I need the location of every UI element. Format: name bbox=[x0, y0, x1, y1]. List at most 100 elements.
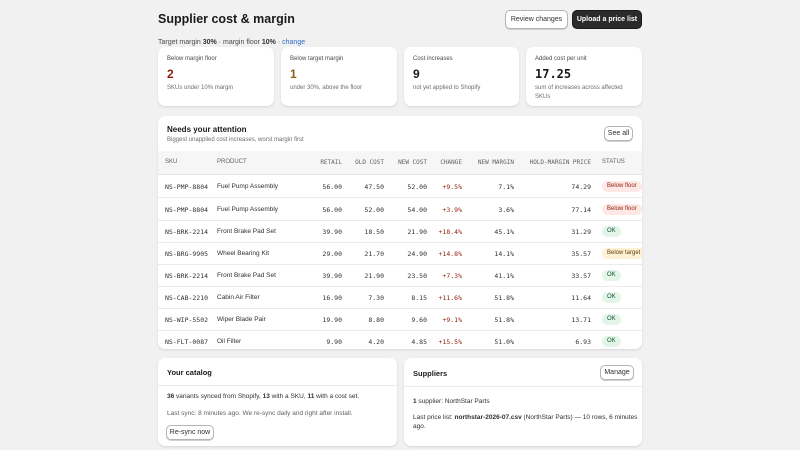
retail-cell: 56.00 bbox=[322, 206, 342, 214]
column-header-status: STATUS bbox=[602, 159, 625, 165]
table-header: SKU PRODUCT RETAIL OLD COST NEW COST CHA… bbox=[158, 151, 642, 175]
change-cell: +11.6% bbox=[438, 294, 462, 302]
stat-card-added-cost: Added cost per unit 17.25 sum of increas… bbox=[526, 47, 642, 106]
status-badge: OK bbox=[602, 226, 621, 237]
stat-note: sum of increases across affected SKUs bbox=[535, 85, 623, 100]
column-header-product: PRODUCT bbox=[217, 159, 247, 165]
retail-cell: 19.90 bbox=[322, 316, 342, 324]
retail-cell: 56.00 bbox=[322, 183, 342, 191]
stat-label: Added cost per unit bbox=[535, 56, 587, 62]
divider bbox=[158, 385, 397, 386]
see-all-button[interactable]: See all bbox=[604, 126, 633, 141]
stat-note: SKUs under 10% margin bbox=[167, 85, 234, 91]
catalog-title: Your catalog bbox=[167, 368, 212, 377]
hold-margin-price-cell: 6.93 bbox=[575, 338, 591, 346]
suppliers-title: Suppliers bbox=[413, 369, 448, 378]
review-changes-button[interactable]: Review changes bbox=[505, 10, 568, 29]
hold-margin-price-cell: 74.29 bbox=[571, 183, 591, 191]
product-cell: Front Brake Pad Set bbox=[217, 272, 276, 279]
table-row[interactable]: NS-BRK-2214 Front Brake Pad Set 39.90 18… bbox=[158, 221, 642, 243]
change-cell: +3.9% bbox=[442, 206, 462, 214]
change-margin-link[interactable]: change bbox=[282, 39, 306, 46]
new-margin-cell: 51.8% bbox=[494, 294, 514, 302]
column-header-retail: RETAIL bbox=[320, 159, 342, 166]
sku-cell: NS-FLT-0087 bbox=[165, 338, 209, 346]
stat-value: 2 bbox=[167, 67, 174, 81]
hold-margin-price-cell: 13.71 bbox=[571, 316, 591, 324]
table-row[interactable]: NS-FLT-0087 Oil Filter 9.90 4.20 4.85 +1… bbox=[158, 331, 642, 349]
old-cost-cell: 52.00 bbox=[364, 206, 384, 214]
stat-note: under 30%, above the floor bbox=[290, 85, 363, 91]
stat-card-below-target: Below target margin 1 under 30%, above t… bbox=[281, 47, 397, 106]
upload-price-list-button[interactable]: Upload a price list bbox=[572, 10, 642, 29]
stat-value: 1 bbox=[290, 67, 297, 81]
product-cell: Fuel Pump Assembly bbox=[217, 183, 279, 190]
status-badge: OK bbox=[602, 314, 621, 325]
stat-label: Below target margin bbox=[290, 56, 344, 62]
sku-cell: NS-PMP-8804 bbox=[165, 206, 209, 214]
new-cost-cell: 54.00 bbox=[407, 206, 427, 214]
margin-floor-value: 10% bbox=[261, 39, 276, 46]
sku-cell: NS-PMP-8804 bbox=[165, 183, 209, 191]
column-header-new-margin: NEW MARGIN bbox=[477, 159, 514, 166]
product-cell: Oil Filter bbox=[217, 338, 242, 345]
hold-margin-price-cell: 77.14 bbox=[571, 206, 591, 214]
new-margin-cell: 3.6% bbox=[498, 206, 514, 214]
target-margin-value: 30% bbox=[202, 39, 217, 46]
page-header: Supplier cost & margin Target margin 30%… bbox=[158, 10, 642, 46]
new-cost-cell: 52.00 bbox=[407, 183, 427, 191]
product-cell: Front Brake Pad Set bbox=[217, 228, 276, 235]
change-cell: +9.1% bbox=[442, 316, 462, 324]
stat-card-below-floor: Below margin floor 2 SKUs under 10% marg… bbox=[158, 47, 274, 106]
catalog-summary: 36 variants synced from Shopify, 13 with… bbox=[167, 393, 360, 400]
old-cost-cell: 21.90 bbox=[364, 272, 384, 280]
table-row[interactable]: NS-BRG-9905 Wheel Bearing Kit 29.00 21.7… bbox=[158, 243, 642, 265]
status-badge: OK bbox=[602, 292, 621, 303]
status-badge: OK bbox=[602, 336, 621, 347]
change-cell: +14.8% bbox=[438, 250, 462, 258]
change-cell: +18.4% bbox=[438, 228, 462, 236]
stat-label: Cost increases bbox=[413, 56, 453, 62]
new-margin-cell: 7.1% bbox=[498, 183, 514, 191]
table-row[interactable]: NS-WIP-5502 Wiper Blade Pair 19.90 8.80 … bbox=[158, 309, 642, 331]
change-cell: +7.3% bbox=[442, 272, 462, 280]
change-cell: +9.5% bbox=[442, 183, 462, 191]
new-margin-cell: 51.0% bbox=[494, 338, 514, 346]
product-cell: Wheel Bearing Kit bbox=[217, 250, 270, 257]
column-header-hold-margin-price: HOLD-MARGIN PRICE bbox=[529, 159, 591, 166]
product-cell: Wiper Blade Pair bbox=[217, 316, 266, 323]
sku-cell: NS-WIP-5502 bbox=[165, 316, 209, 324]
divider bbox=[404, 386, 642, 387]
status-badge: Below floor bbox=[602, 204, 642, 215]
stat-label: Below margin floor bbox=[167, 56, 217, 62]
hold-margin-price-cell: 33.57 bbox=[571, 272, 591, 280]
new-cost-cell: 9.60 bbox=[411, 316, 427, 324]
manage-suppliers-button[interactable]: Manage bbox=[600, 365, 634, 380]
new-cost-cell: 4.85 bbox=[411, 338, 427, 346]
margin-settings-summary: Target margin 30% · margin floor 10% · c… bbox=[158, 39, 306, 46]
product-cell: Cabin Air Filter bbox=[217, 294, 260, 301]
status-badge: Below floor bbox=[602, 181, 642, 192]
new-margin-cell: 45.1% bbox=[494, 228, 514, 236]
column-header-new-cost: NEW COST bbox=[398, 159, 427, 166]
sku-cell: NS-BRK-2214 bbox=[165, 272, 209, 280]
stat-value: 17.25 bbox=[535, 67, 572, 81]
stat-value: 9 bbox=[413, 67, 420, 81]
sku-cell: NS-BRK-2214 bbox=[165, 228, 209, 236]
new-margin-cell: 51.8% bbox=[494, 316, 514, 324]
last-price-list-cont: ago. bbox=[413, 423, 426, 430]
section-subtitle: Biggest unapplied cost increases, worst … bbox=[167, 137, 304, 143]
resync-button[interactable]: Re-sync now bbox=[166, 425, 214, 440]
table-row[interactable]: NS-PMP-8804 Fuel Pump Assembly 56.00 47.… bbox=[158, 176, 642, 198]
table-row[interactable]: NS-BRK-2214 Front Brake Pad Set 39.90 21… bbox=[158, 265, 642, 287]
retail-cell: 16.90 bbox=[322, 294, 342, 302]
column-header-sku: SKU bbox=[165, 159, 178, 165]
suppliers-card: Suppliers Manage 1 supplier: NorthStar P… bbox=[404, 358, 642, 446]
table-row[interactable]: NS-CAB-2210 Cabin Air Filter 16.90 7.30 … bbox=[158, 287, 642, 309]
price-list-file: northstar-2026-07.csv bbox=[454, 414, 522, 421]
catalog-card: Your catalog 36 variants synced from Sho… bbox=[158, 358, 397, 446]
table-row[interactable]: NS-PMP-8804 Fuel Pump Assembly 56.00 52.… bbox=[158, 199, 642, 221]
retail-cell: 29.00 bbox=[322, 250, 342, 258]
section-title: Needs your attention bbox=[167, 125, 247, 134]
old-cost-cell: 4.20 bbox=[368, 338, 384, 346]
